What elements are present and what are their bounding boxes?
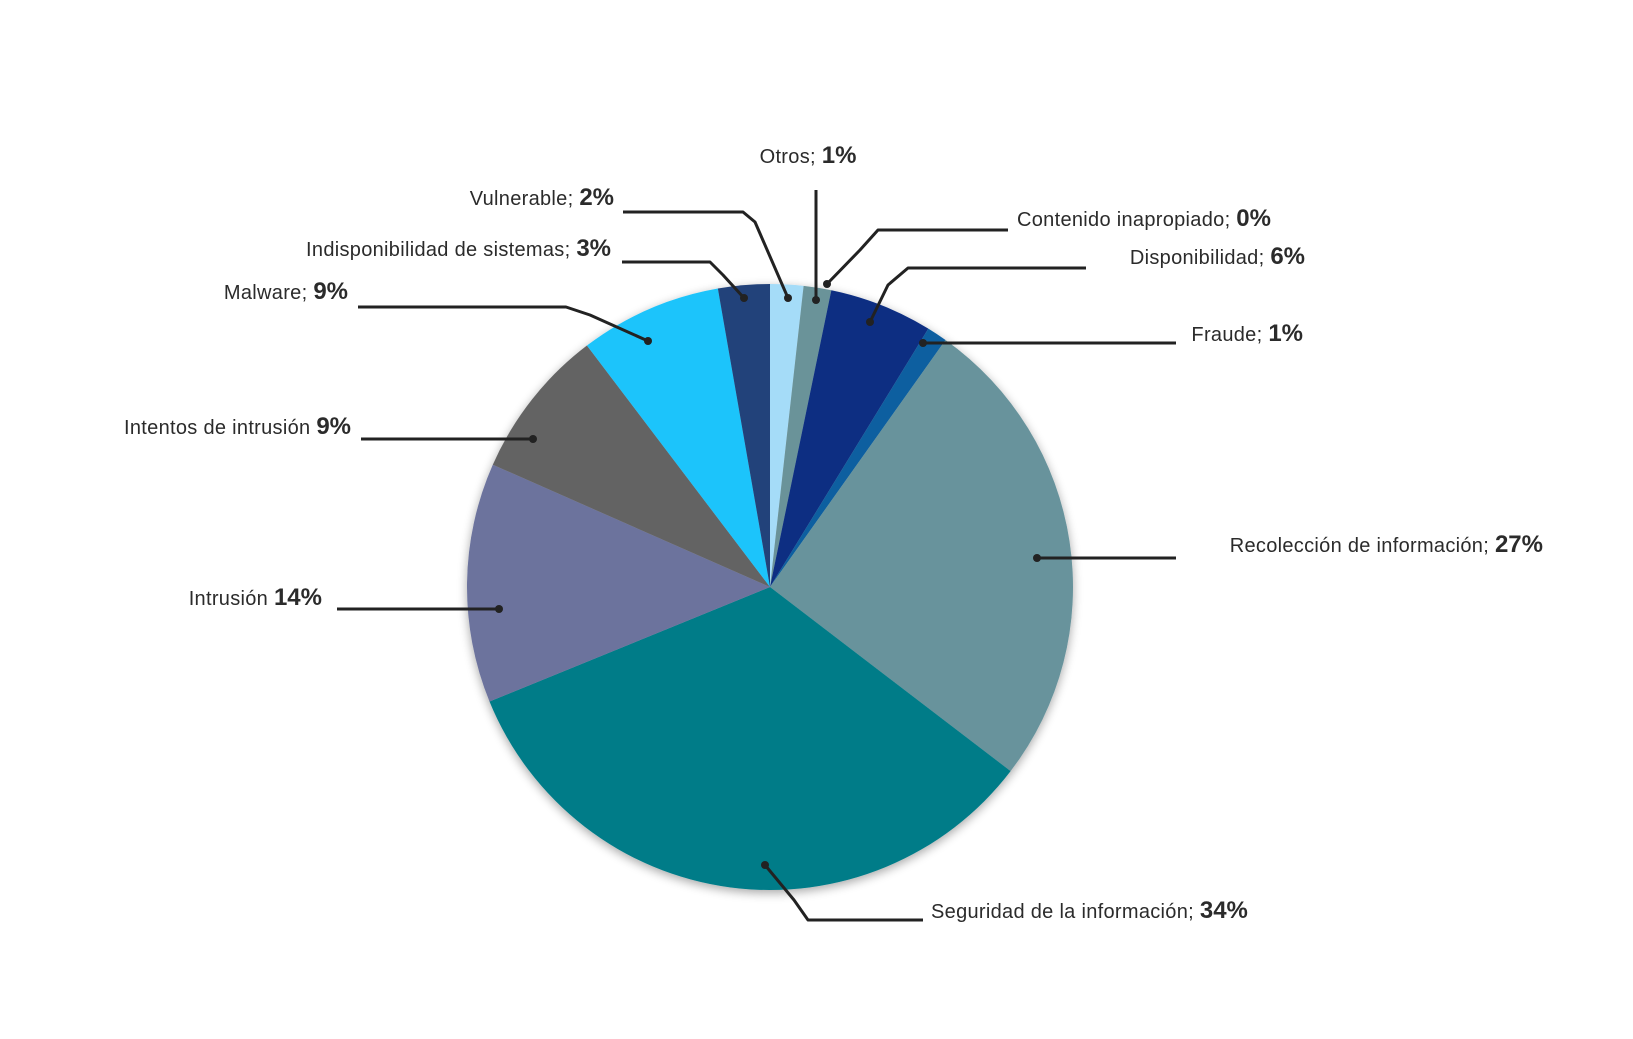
leader-dot-disponibilidad xyxy=(866,318,874,326)
slice-label-value: 6% xyxy=(1270,243,1305,270)
slice-label-recoleccion-de-informacion: Recolección de información; 27% xyxy=(1230,531,1543,558)
leader-dot-intentos-de-intrusion xyxy=(529,435,537,443)
slice-label-contenido-inapropiado: Contenido inapropiado; 0% xyxy=(1017,205,1271,232)
leader-dot-intrusion xyxy=(495,605,503,613)
slice-label-name: Fraude; xyxy=(1191,324,1268,346)
pie-slice-recoleccion-de-informacion xyxy=(770,340,1074,772)
leader-dot-fraude xyxy=(919,339,927,347)
slice-label-value: 3% xyxy=(576,235,611,262)
pie-slice-intrusion xyxy=(467,464,770,702)
leader-dot-vulnerable xyxy=(784,294,792,302)
slice-label-value: 34% xyxy=(1200,897,1248,924)
pie-slice-vulnerable xyxy=(770,284,804,587)
slice-label-value: 2% xyxy=(579,184,614,211)
slice-label-value: 9% xyxy=(313,278,348,305)
slice-label-name: Indisponibilidad de sistemas; xyxy=(306,239,576,261)
slice-labels: Otros; 1% Contenido inapropiado; 0% Dispon… xyxy=(124,142,1543,924)
slice-label-value: 9% xyxy=(316,413,351,440)
slice-label-value: 1% xyxy=(1268,320,1303,347)
slice-label-value: 0% xyxy=(1236,205,1271,232)
slice-label-intrusion: Intrusión 14% xyxy=(189,584,322,611)
pie-slice-intentos-de-intrusion xyxy=(492,345,770,587)
leader-line-seguridad-de-la-informacion xyxy=(763,864,923,922)
pie-slice-seguridad-de-la-informacion xyxy=(489,587,1011,891)
slice-label-fraude: Fraude; 1% xyxy=(1191,320,1303,347)
slice-label-seguridad-de-la-informacion: Seguridad de la información; 34% xyxy=(931,897,1248,924)
slice-label-name: Malware; xyxy=(224,282,313,304)
pie-slice-indisponibilidad-de-sistemas xyxy=(717,284,770,587)
leader-dot-otros xyxy=(812,296,820,304)
slice-label-name: Seguridad de la información; xyxy=(931,901,1200,923)
leader-line-contenido-inapropiado xyxy=(825,228,1008,286)
slice-label-intentos-de-intrusion: Intentos de intrusión 9% xyxy=(124,413,351,440)
slice-label-value: 14% xyxy=(274,584,322,611)
leader-line-vulnerable xyxy=(623,210,790,299)
slice-label-disponibilidad: Disponibilidad; 6% xyxy=(1130,243,1305,270)
leader-line-indisponibilidad-de-sistemas xyxy=(622,260,746,300)
slice-label-indisponibilidad-de-sistemas: Indisponibilidad de sistemas; 3% xyxy=(306,235,611,262)
slice-label-name: Recolección de información; xyxy=(1230,535,1495,557)
leader-dot-seguridad-de-la-informacion xyxy=(761,861,769,869)
leader-dot-contenido-inapropiado xyxy=(823,280,831,288)
pie-slice-disponibilidad xyxy=(770,290,929,587)
leader-dot-recoleccion-de-informacion xyxy=(1033,554,1041,562)
slice-label-vulnerable: Vulnerable; 2% xyxy=(470,184,614,211)
pie-slice-malware xyxy=(586,288,770,587)
slice-label-malware: Malware; 9% xyxy=(224,278,348,305)
slice-label-otros: Otros; 1% xyxy=(760,142,857,169)
leader-line-disponibilidad xyxy=(868,266,1086,323)
leader-dot-malware xyxy=(644,337,652,345)
leader-lines xyxy=(337,190,1176,922)
leader-dot-indisponibilidad-de-sistemas xyxy=(740,294,748,302)
slice-label-name: Contenido inapropiado; xyxy=(1017,209,1236,231)
slice-label-name: Intrusión xyxy=(189,588,274,610)
pie-slice-otros xyxy=(770,285,832,587)
leader-line-malware xyxy=(358,305,649,343)
pie-slices xyxy=(467,284,1074,891)
slice-label-value: 1% xyxy=(822,142,857,169)
slice-label-name: Vulnerable; xyxy=(470,188,580,210)
pie-slice-fraude xyxy=(770,328,946,587)
slice-label-value: 27% xyxy=(1495,531,1543,558)
slice-label-name: Intentos de intrusión xyxy=(124,417,316,439)
slice-label-name: Otros; xyxy=(760,146,822,168)
slice-label-name: Disponibilidad; xyxy=(1130,247,1270,269)
